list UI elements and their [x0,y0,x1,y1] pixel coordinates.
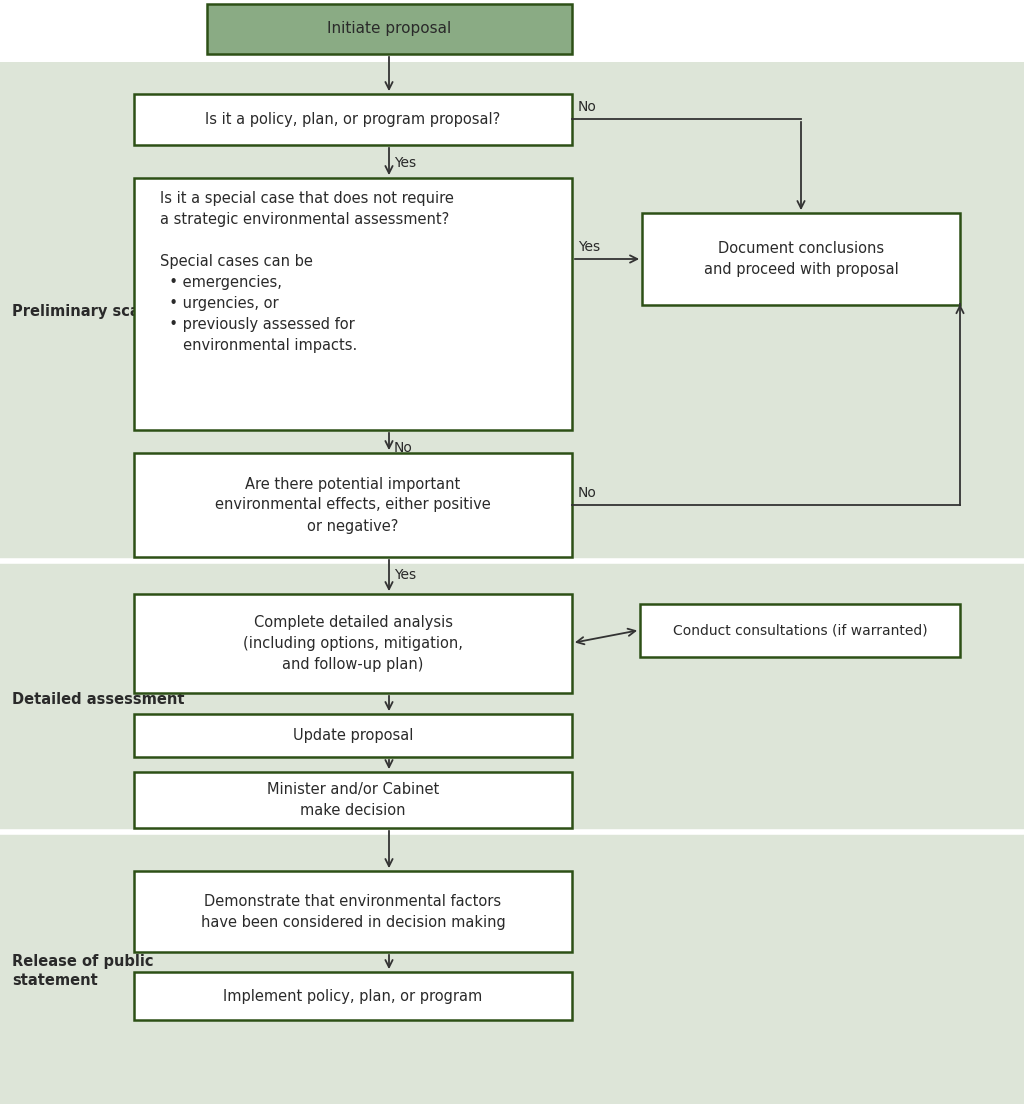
Bar [207,4,572,54]
Text: Is it a policy, plan, or program proposal?: Is it a policy, plan, or program proposa… [206,112,501,127]
Text: Implement policy, plan, or program: Implement policy, plan, or program [223,988,482,1004]
Text: Initiate proposal: Initiate proposal [328,21,452,36]
Text: Yes: Yes [578,240,600,254]
Text: Preliminary scan: Preliminary scan [12,304,151,319]
Bar [134,714,572,757]
Bar [640,604,961,657]
Bar [134,772,572,828]
Bar [0,0,1024,62]
Bar [134,94,572,145]
Text: Yes: Yes [394,156,416,170]
Text: Release of public
statement: Release of public statement [12,954,154,988]
Text: Demonstrate that environmental factors
have been considered in decision making: Demonstrate that environmental factors h… [201,893,506,930]
Text: Document conclusions
and proceed with proposal: Document conclusions and proceed with pr… [703,241,898,277]
Bar [134,871,572,952]
Bar [134,178,572,429]
Bar [134,594,572,693]
Text: Complete detailed analysis
(including options, mitigation,
and follow-up plan): Complete detailed analysis (including op… [243,615,463,672]
Text: No: No [394,440,413,455]
Text: Minister and/or Cabinet
make decision: Minister and/or Cabinet make decision [267,782,439,818]
Text: Detailed assessment: Detailed assessment [12,692,184,707]
Text: No: No [578,100,597,114]
Text: Update proposal: Update proposal [293,728,414,743]
Bar [134,453,572,558]
Text: Conduct consultations (if warranted): Conduct consultations (if warranted) [673,624,928,637]
Text: Is it a special case that does not require
a strategic environmental assessment?: Is it a special case that does not requi… [160,191,454,353]
Text: Yes: Yes [394,567,416,582]
Text: No: No [578,486,597,500]
Bar [642,213,961,305]
Text: Are there potential important
environmental effects, either positive
or negative: Are there potential important environmen… [215,477,490,533]
Bar [134,972,572,1020]
